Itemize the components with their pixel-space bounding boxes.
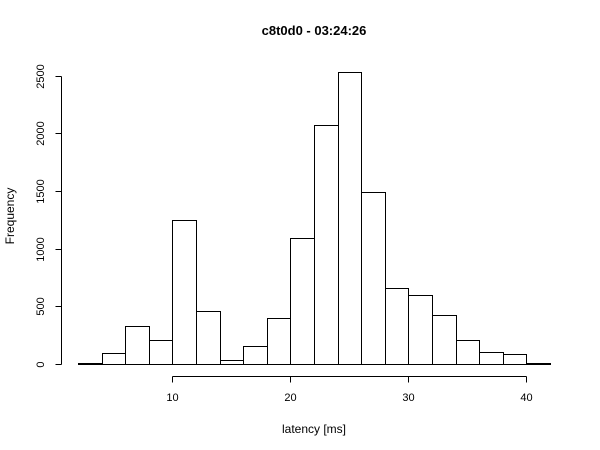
histogram-bar-11: [338, 72, 362, 365]
histogram-bar-14: [408, 295, 433, 365]
histogram-bar-18: [503, 354, 527, 365]
histogram-bar-1: [102, 353, 126, 365]
x-tick-label-10: 10: [166, 392, 178, 404]
y-tick-label-1500: 1500: [35, 179, 47, 203]
chart-title: c8t0d0 - 03:24:26: [262, 23, 367, 38]
y-tick-label-2500: 2500: [35, 64, 47, 88]
histogram-bar-3: [149, 340, 173, 365]
y-tick-label-1000: 1000: [35, 237, 47, 261]
y-axis-label: Frequency: [3, 188, 17, 245]
histogram-bar-13: [385, 288, 409, 365]
histogram-bar-5: [196, 311, 221, 365]
histogram-bar-4: [172, 220, 197, 365]
histogram-bar-19: [526, 363, 551, 365]
histogram-bar-7: [243, 346, 268, 365]
x-tick-label-20: 20: [284, 392, 296, 404]
y-tick-label-2000: 2000: [35, 121, 47, 145]
histogram-bar-12: [361, 192, 386, 365]
histogram-bar-10: [314, 125, 339, 365]
x-tick-label-40: 40: [520, 392, 532, 404]
histogram-bar-16: [456, 340, 480, 365]
histogram-bar-0: [78, 363, 103, 365]
x-axis-label: latency [ms]: [282, 422, 346, 436]
histogram-bar-9: [290, 238, 315, 365]
x-tick-label-30: 30: [402, 392, 414, 404]
y-tick-label-0: 0: [35, 361, 47, 367]
histogram-bar-6: [220, 360, 244, 365]
x-axis: 10 20 30 40: [166, 376, 533, 404]
histogram-bar-2: [125, 326, 150, 365]
histogram-bar-15: [432, 315, 457, 365]
histogram-bar-8: [267, 318, 291, 365]
y-tick-label-500: 500: [35, 297, 47, 315]
bars-group: [78, 72, 551, 365]
histogram-bar-17: [479, 352, 504, 365]
y-axis: 0 500 1000 1500 2000 2500: [35, 64, 62, 368]
